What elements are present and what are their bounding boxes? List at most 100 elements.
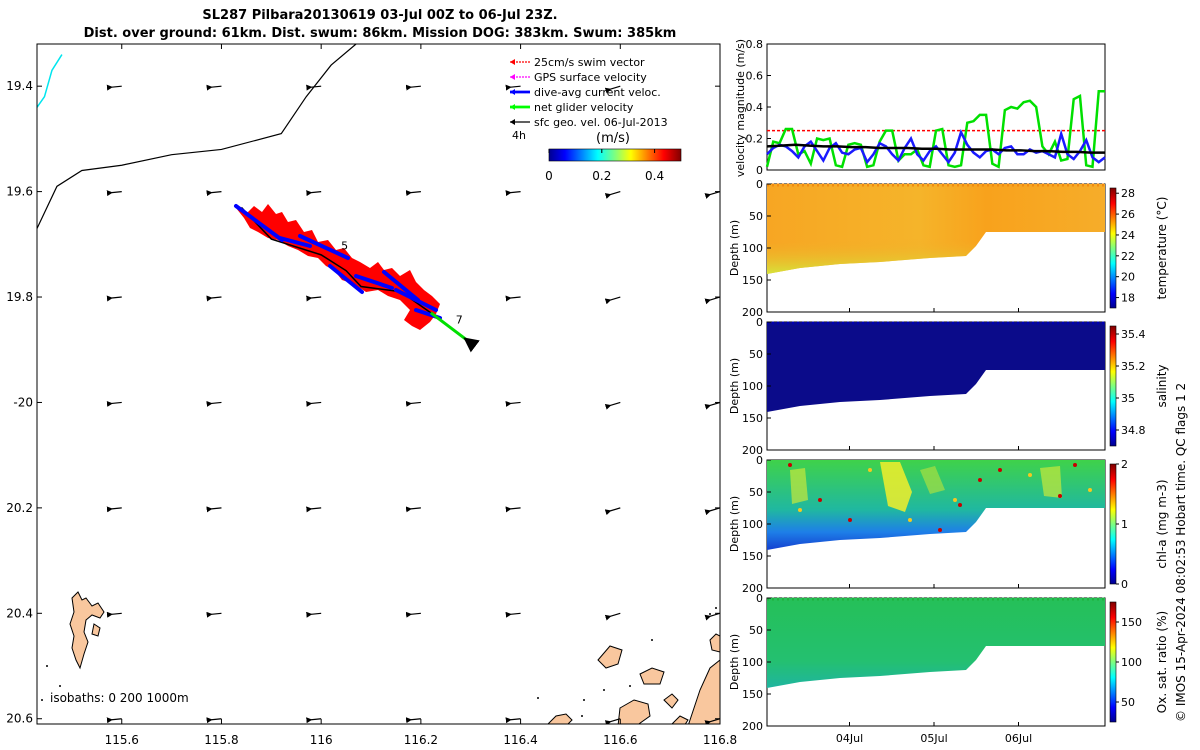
section-y-tick-label: 150: [742, 688, 763, 701]
track-day-label: 5: [341, 240, 348, 253]
map-panel: 5 7 115.6 115.8 116 116.2 116.4 116.6 116.8 19…: [6, 43, 737, 747]
colorbar-label: (m/s): [596, 131, 630, 146]
credit-text: © IMOS 15-Apr-2024 08:02:53 Hobart time.…: [1174, 383, 1188, 722]
legend-interval-label: 4h: [512, 129, 526, 142]
section-y-tick-label: 200: [742, 444, 763, 457]
velocity-panel: 0 0.2 0.4 0.6 0.8 velocity magnitude (m/s): [734, 38, 1106, 177]
section-colorbar-tick-label: 24: [1121, 229, 1135, 242]
isobath-label: isobaths: 0 200 1000m: [50, 691, 189, 705]
section-colorbar: [1109, 463, 1117, 585]
geostrophic-arrow: [405, 506, 421, 513]
section-y-tick-label: 200: [742, 720, 763, 733]
geostrophic-arrow: [206, 717, 222, 724]
map-y-tick-label: -20: [13, 395, 33, 409]
geostrophic-arrow: [405, 717, 421, 724]
section-y-tick-label: 50: [749, 624, 763, 637]
geostrophic-arrow: [505, 400, 521, 407]
geostrophic-arrow: [604, 85, 621, 94]
map-y-tick-label: 20.4: [6, 606, 33, 620]
legend-swatch-head: [510, 59, 515, 65]
geostrophic-arrow: [106, 611, 122, 618]
section-y-tick-label: 50: [749, 486, 763, 499]
section-y-tick-label: 50: [749, 210, 763, 223]
net-glider-velocity-arrow: [429, 311, 480, 353]
section-colorbar-label: salinity: [1155, 364, 1169, 407]
section-colorbar-tick-label: 35.2: [1121, 360, 1146, 373]
section-colorbar-tick-label: 34.8: [1121, 424, 1146, 437]
geostrophic-arrow: [206, 400, 222, 407]
legend-swatch-head: [510, 89, 515, 95]
legend-label: GPS surface velocity: [534, 71, 647, 84]
land-right: [547, 633, 720, 724]
map-y-tick-label: 19.4: [6, 79, 33, 93]
geostrophic-arrow: [405, 611, 421, 618]
legend-swatch-head: [510, 119, 515, 125]
section-y-tick-label: 0: [756, 454, 763, 467]
geostrophic-arrow: [306, 295, 322, 302]
geostrophic-arrow: [604, 401, 621, 410]
map-x-tick-label: 115.8: [204, 733, 238, 747]
geostrophic-arrow: [206, 295, 222, 302]
section-colorbar-tick-label: 20: [1121, 271, 1135, 284]
section-colorbar-label: temperature (°C): [1155, 197, 1169, 300]
velocity-y-tick-label: 0.8: [746, 38, 764, 51]
oxygen-section: [766, 597, 1106, 727]
section-colorbar: [1109, 325, 1117, 447]
map-x-tick-label: 116.2: [404, 733, 438, 747]
track-day-label: 7: [456, 313, 463, 326]
time-tick-label: 05Jul: [920, 732, 947, 745]
figure-title-line1: SL287 Pilbara20130619 03-Jul 00Z to 06-J…: [202, 8, 558, 23]
section-colorbar-tick-label: 26: [1121, 208, 1135, 221]
section-colorbar-tick-label: 0: [1121, 578, 1128, 591]
section-y-tick-label: 50: [749, 348, 763, 361]
geostrophic-arrow: [604, 718, 621, 724]
section-ylabel: Depth (m): [728, 358, 741, 414]
section-colorbar-tick-label: 150: [1121, 616, 1142, 629]
land-left: [69, 591, 105, 670]
geostrophic-arrow: [306, 190, 322, 197]
geostrophic-arrow: [306, 611, 322, 618]
geostrophic-arrow: [206, 84, 222, 91]
swim-vectors: [236, 204, 440, 330]
geostrophic-arrow: [604, 296, 621, 305]
map-y-tick-label: 19.8: [6, 290, 33, 304]
colorbar-gradient: [548, 148, 682, 162]
geostrophic-arrow: [306, 506, 322, 513]
section-y-tick-label: 0: [756, 178, 763, 191]
map-frame: [36, 43, 721, 725]
section-colorbar-tick-label: 35.4: [1121, 328, 1146, 341]
legend-label: net glider velocity: [534, 101, 634, 114]
geostrophic-arrow: [405, 190, 421, 197]
geostrophic-arrow: [505, 611, 521, 618]
shoreline-cyan: [37, 54, 63, 108]
section-colorbar: [1109, 187, 1117, 309]
geostrophic-arrow: [106, 506, 122, 513]
legend-label: dive-avg current veloc.: [534, 86, 661, 99]
geostrophic-arrow: [106, 190, 122, 197]
geostrophic-arrow: [206, 190, 222, 197]
geostrophic-arrow: [405, 400, 421, 407]
isobath-line: [37, 44, 357, 229]
time-tick-label: 04Jul: [836, 732, 863, 745]
dive-avg-current-vectors: [234, 204, 442, 320]
section-colorbar-tick-label: 2: [1121, 458, 1128, 471]
geostrophic-arrow: [604, 612, 621, 621]
map-x-ticks: 115.6 115.8 116 116.2 116.4 116.6 116.8: [105, 44, 737, 747]
map-y-ticks: 19.4 19.6 19.8 -20 20.2 20.4 20.6: [6, 79, 720, 726]
section-colorbar-tick-label: 35: [1121, 392, 1135, 405]
section-colorbar-tick-label: 1: [1121, 518, 1128, 531]
map-y-tick-label: 20.2: [6, 501, 33, 515]
section-ylabel: Depth (m): [728, 220, 741, 276]
geostrophic-arrow: [106, 295, 122, 302]
geostrophic-arrow: [106, 717, 122, 724]
section-y-tick-label: 100: [742, 518, 763, 531]
section-y-tick-label: 150: [742, 412, 763, 425]
salinity-section: [766, 321, 1106, 451]
geostrophic-arrow: [505, 717, 521, 724]
section-y-tick-label: 0: [756, 316, 763, 329]
section-y-tick-label: 100: [742, 656, 763, 669]
map-x-tick-label: 116: [310, 733, 333, 747]
map-x-tick-label: 116.6: [603, 733, 637, 747]
dive-avg-current-series: [766, 128, 1106, 165]
